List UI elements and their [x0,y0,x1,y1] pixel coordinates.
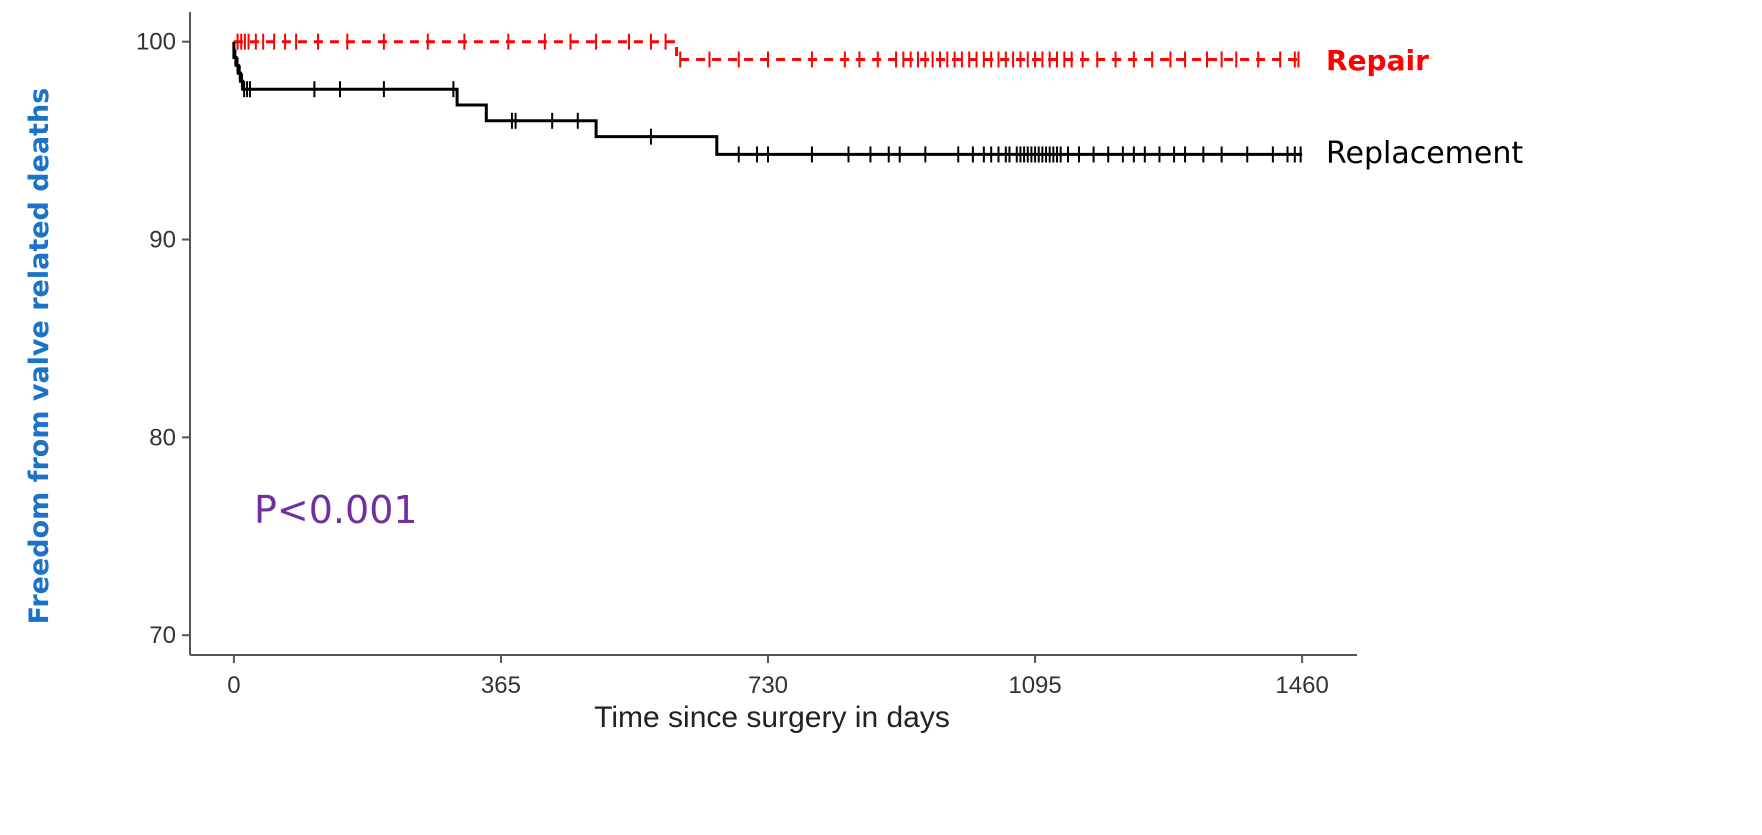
x-tick-label-730: 730 [748,672,788,699]
x-tick-label-1460: 1460 [1275,672,1328,699]
axes [189,12,1357,656]
legend-label-replacement: Replacement [1326,136,1523,171]
x-ticks: 0 365 730 1095 1460 [227,655,1329,699]
plot-marks [232,33,1303,163]
y-tick-label-90: 90 [149,227,176,254]
x-tick-label-365: 365 [481,672,521,699]
y-tick-label-70: 70 [149,622,176,649]
legend-label-repair: Repair [1326,44,1429,77]
y-tick-label-80: 80 [149,424,176,451]
x-axis-label: Time since surgery in days [594,701,950,734]
y-axis-label: Freedom from valve related deaths [24,88,55,625]
p-value-annotation: P<0.001 [254,488,418,532]
y-tick-label-100: 100 [136,29,176,56]
y-ticks: 70 80 90 100 [136,29,190,649]
x-tick-label-1095: 1095 [1008,672,1061,699]
series-line-repair [233,40,1303,61]
x-tick-label-0: 0 [227,672,240,699]
